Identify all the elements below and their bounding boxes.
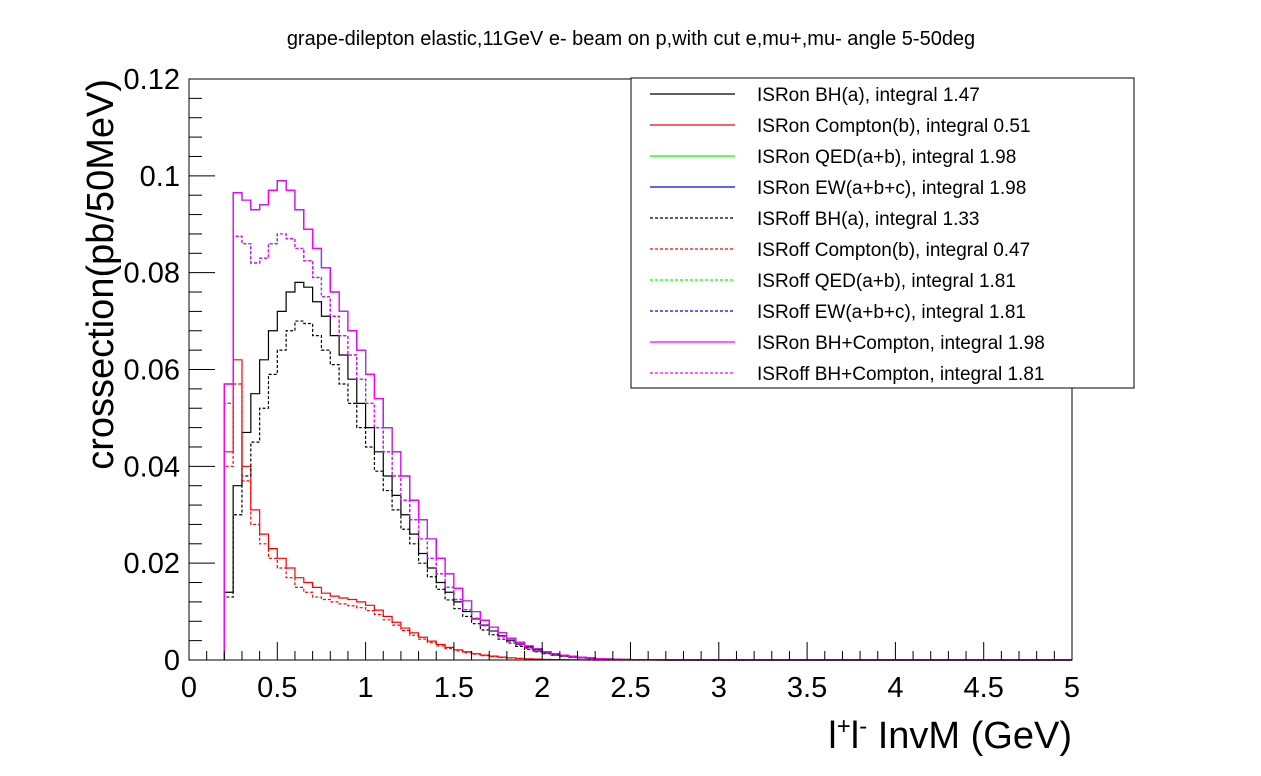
y-tick-label: 0.12 <box>124 64 180 96</box>
y-tick-label: 0.06 <box>124 355 180 387</box>
legend-box <box>630 77 1135 389</box>
legend-entry-label: ISRon BH+Compton, integral 1.98 <box>757 333 1045 354</box>
x-tick-label: 1.5 <box>434 672 474 704</box>
x-axis-label: l+l- InvM (GeV) <box>828 713 1072 757</box>
x-tick-label: 1 <box>358 672 374 704</box>
x-tick-label: 2.5 <box>610 672 650 704</box>
x-tick-label: 4.5 <box>964 672 1004 704</box>
y-tick-label: 0.02 <box>124 548 180 580</box>
legend-entry-label: ISRoff EW(a+b+c), integral 1.81 <box>757 302 1026 323</box>
x-tick-label: 5 <box>1064 672 1080 704</box>
y-axis: 0 0.02 0.04 0.06 0.08 0.1 0.12 <box>124 64 215 677</box>
series-line-6 <box>223 383 1072 661</box>
y-tick-label: 0.08 <box>124 258 180 290</box>
legend: ISRon BH(a), integral 1.47 ISRon Compton(… <box>630 77 1135 389</box>
y-tick-label: 0 <box>164 645 180 677</box>
y-tick-label: 0.04 <box>124 451 180 483</box>
legend-entry-label: ISRoff QED(a+b), integral 1.81 <box>757 271 1016 292</box>
x-tick-label: 4 <box>887 672 903 704</box>
y-axis-label: crossection(pb/50MeV) <box>80 79 122 470</box>
legend-entry-label: ISRoff Compton(b), integral 0.47 <box>757 240 1030 261</box>
legend-entry-label: ISRoff BH(a), integral 1.33 <box>757 209 979 230</box>
legend-entry-label: ISRon QED(a+b), integral 1.98 <box>757 147 1016 168</box>
legend-entry-label: ISRon BH(a), integral 1.47 <box>757 85 980 106</box>
series-line-2 <box>223 359 1072 661</box>
y-tick-label: 0.1 <box>140 161 180 193</box>
chart-title: grape-dilepton elastic,11GeV e- beam on … <box>287 28 975 50</box>
x-tick-label: 0 <box>181 672 197 704</box>
legend-entry-label: ISRon Compton(b), integral 0.51 <box>757 116 1031 137</box>
legend-entry-label: ISRoff BH+Compton, integral 1.81 <box>757 364 1044 385</box>
legend-entry-label: ISRon EW(a+b+c), integral 1.98 <box>757 178 1026 199</box>
x-tick-label: 2 <box>534 672 550 704</box>
x-tick-label: 3.5 <box>787 672 827 704</box>
x-tick-label: 0.5 <box>257 672 297 704</box>
x-axis: 0 0.5 1 1.5 2 2.5 3 3.5 4 4.5 5 <box>181 642 1080 704</box>
x-tick-label: 3 <box>711 672 727 704</box>
